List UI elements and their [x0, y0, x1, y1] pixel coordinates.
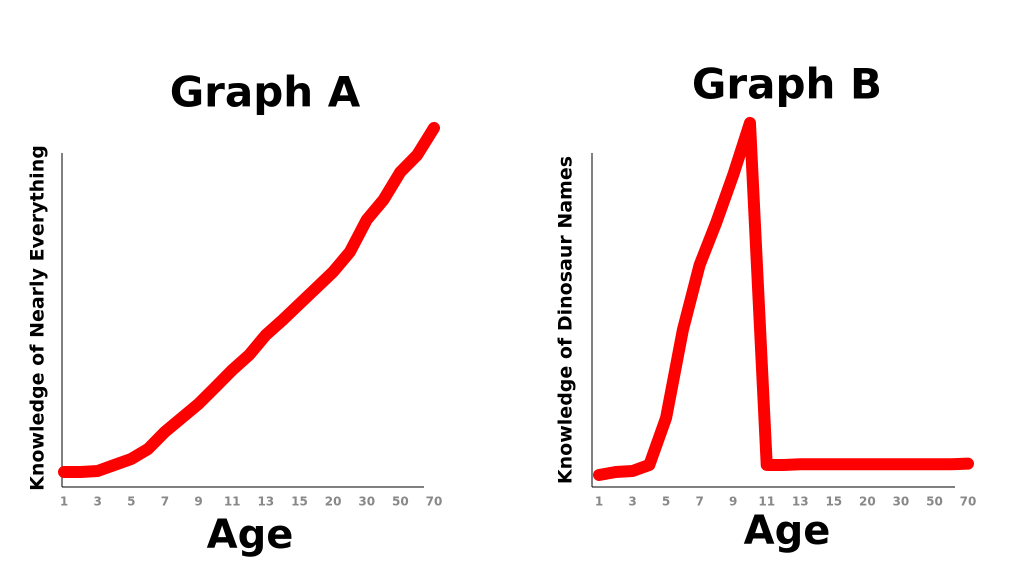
- data-line: [58, 121, 440, 478]
- x-tick-label: 3: [628, 495, 636, 509]
- x-tick-label: 50: [926, 495, 943, 509]
- x-tick-label: 30: [893, 495, 910, 509]
- x-tick-label: 9: [194, 495, 202, 509]
- x-tick-label: 7: [161, 495, 169, 509]
- x-tick-label: 5: [662, 495, 670, 509]
- x-tick-label: 11: [758, 495, 775, 509]
- y-axis-label: Knowledge of Dinosaur Names: [555, 156, 577, 484]
- x-tick-label: 9: [729, 495, 737, 509]
- x-tick-label: 70: [426, 495, 443, 509]
- x-tick-label: 5: [127, 495, 135, 509]
- x-tick-label: 70: [960, 495, 977, 509]
- x-tick-label: 1: [60, 495, 68, 509]
- y-axis-label: Knowledge of Nearly Everything: [27, 145, 49, 491]
- chart: Graph A Knowledge of Nearly Everything Age…: [27, 68, 443, 559]
- data-line: [593, 116, 974, 481]
- x-tick-label: 3: [93, 495, 101, 509]
- chart-title: Graph A: [170, 68, 361, 117]
- x-tick-label: 30: [358, 495, 375, 509]
- x-tick-label: 1: [595, 495, 603, 509]
- x-tick-label: 15: [291, 495, 308, 509]
- x-tick-label: 13: [792, 495, 809, 509]
- x-tick-label: 11: [224, 495, 241, 509]
- x-tick-label: 15: [825, 495, 842, 509]
- x-tick-label: 7: [695, 495, 703, 509]
- chart-title: Graph B: [692, 60, 882, 109]
- x-tick-label: 50: [392, 495, 409, 509]
- x-tick-label: 20: [325, 495, 342, 509]
- x-axis-label: Age: [207, 512, 294, 558]
- x-axis-label: Age: [744, 508, 831, 554]
- x-tick-label: 13: [257, 495, 274, 509]
- x-tick-label: 20: [859, 495, 876, 509]
